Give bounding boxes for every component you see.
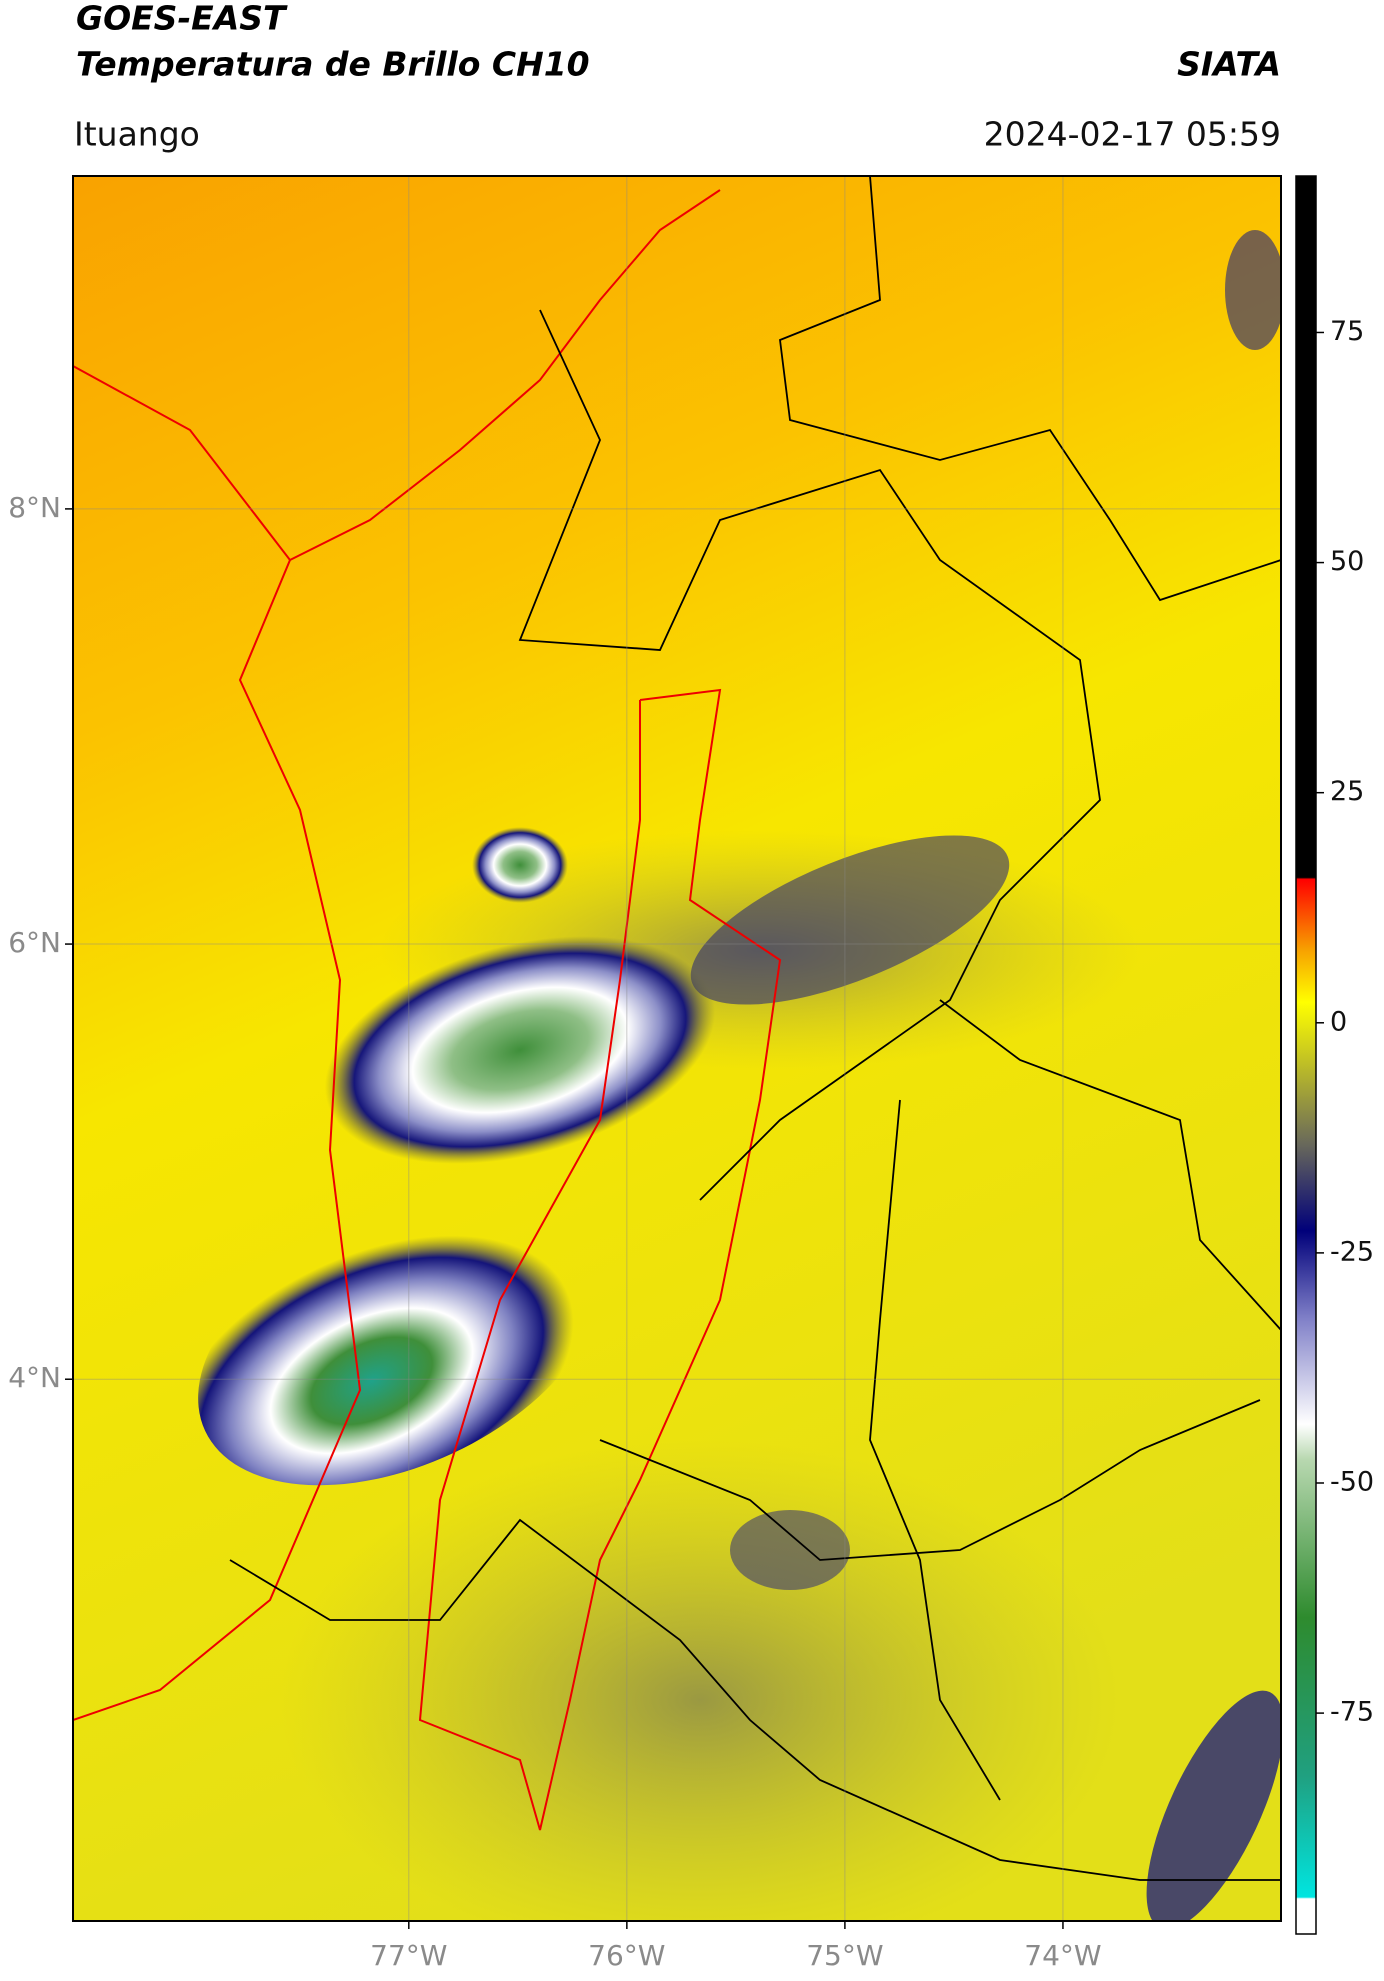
grid <box>73 176 1281 1921</box>
cloud <box>472 827 568 903</box>
colorbar-tick-label: 0 <box>1330 1006 1347 1037</box>
title-line2: Temperatura de Brillo CH10 <box>76 45 590 84</box>
x-tick-label: 77°W <box>370 1939 447 1972</box>
admin-border <box>518 309 1101 1201</box>
colorbar-tick-label: -75 <box>1330 1697 1374 1728</box>
cloud <box>198 1194 602 1486</box>
y-tick-label: 6°N <box>8 926 61 959</box>
source: SIATA <box>1177 45 1281 84</box>
x-tick-label: 75°W <box>806 1939 883 1972</box>
datetime: 2024-02-17 05:59 <box>984 115 1281 154</box>
location: Ituango <box>74 115 200 154</box>
admin-border <box>779 176 1281 602</box>
y-tick-label: 4°N <box>8 1361 61 1394</box>
title-line1: GOES-EAST <box>76 0 288 38</box>
cloud <box>1146 1690 1281 1921</box>
x-tick-label: 74°W <box>1024 1939 1101 1972</box>
cloud <box>730 1510 850 1590</box>
colorbar-tick-label: -50 <box>1330 1466 1374 1497</box>
admin-border <box>939 999 1281 1331</box>
coastline <box>289 189 721 561</box>
admin-border <box>869 1099 1001 1801</box>
haze <box>280 1440 1120 1921</box>
colorbar-tick-label: 75 <box>1330 316 1364 347</box>
map-image <box>73 176 1281 1921</box>
cloud <box>1225 230 1281 350</box>
colorbar-tick-label: 50 <box>1330 546 1364 577</box>
colorbar-tick-label: -25 <box>1330 1236 1374 1267</box>
cloud-band <box>690 835 1010 1005</box>
colorbar <box>1295 175 1317 1935</box>
colorbar-tick-label: 25 <box>1330 776 1364 807</box>
y-tick-label: 8°N <box>8 491 61 524</box>
map-frame <box>72 175 1282 1922</box>
admin-border <box>229 1518 1281 1881</box>
region-border <box>418 688 782 1831</box>
x-tick-label: 76°W <box>588 1939 665 1972</box>
admin-border <box>599 1399 1261 1561</box>
coastline <box>73 365 362 1721</box>
